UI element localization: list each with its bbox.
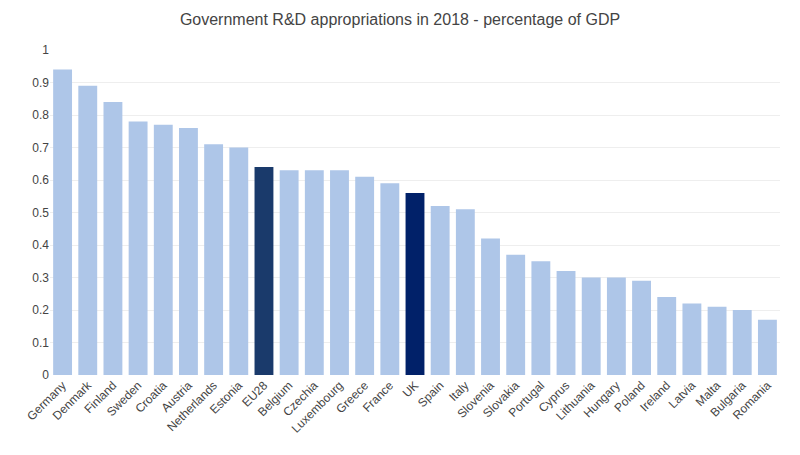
svg-text:Greece: Greece — [333, 378, 371, 416]
svg-text:UK: UK — [400, 378, 422, 400]
svg-text:0.4: 0.4 — [32, 238, 49, 252]
svg-text:Poland: Poland — [612, 378, 648, 414]
svg-text:Ireland: Ireland — [637, 378, 673, 414]
svg-text:0.5: 0.5 — [32, 206, 49, 220]
svg-text:Slovenia: Slovenia — [454, 378, 497, 421]
svg-text:0.2: 0.2 — [32, 303, 49, 317]
svg-text:Netherlands: Netherlands — [164, 378, 220, 434]
svg-text:1: 1 — [42, 43, 49, 57]
svg-text:Slovakia: Slovakia — [480, 378, 522, 420]
svg-text:0.8: 0.8 — [32, 108, 49, 122]
svg-text:Spain: Spain — [415, 378, 447, 410]
svg-text:Italy: Italy — [446, 378, 471, 403]
svg-text:0.9: 0.9 — [32, 76, 49, 90]
svg-text:Czechia: Czechia — [280, 378, 321, 419]
svg-text:Denmark: Denmark — [50, 378, 95, 423]
svg-text:0.1: 0.1 — [32, 336, 49, 350]
svg-text:Estonia: Estonia — [207, 378, 245, 416]
svg-text:Germany: Germany — [24, 378, 69, 423]
svg-text:Sweden: Sweden — [104, 378, 145, 419]
svg-text:Government R&D appropriations: Government R&D appropriations in 2018 - … — [180, 11, 620, 28]
svg-text:Latvia: Latvia — [666, 378, 699, 411]
svg-text:France: France — [360, 378, 397, 415]
svg-text:Bulgaria: Bulgaria — [708, 378, 749, 419]
svg-text:Luxembourg: Luxembourg — [289, 378, 346, 435]
svg-text:Malta: Malta — [693, 378, 724, 409]
svg-text:Romania: Romania — [730, 378, 774, 422]
svg-text:Cyprus: Cyprus — [536, 378, 573, 415]
svg-text:Lithuania: Lithuania — [553, 378, 598, 423]
svg-text:EU28: EU28 — [239, 378, 270, 409]
svg-text:0.7: 0.7 — [32, 141, 49, 155]
svg-text:0.3: 0.3 — [32, 271, 49, 285]
svg-text:0.6: 0.6 — [32, 173, 49, 187]
svg-text:0: 0 — [42, 368, 49, 382]
svg-text:Austria: Austria — [158, 378, 195, 415]
svg-text:Belgium: Belgium — [255, 378, 296, 419]
svg-text:Croatia: Croatia — [132, 378, 169, 415]
svg-text:Hungary: Hungary — [581, 378, 623, 420]
svg-text:Finland: Finland — [82, 378, 120, 416]
svg-text:Portugal: Portugal — [506, 378, 548, 420]
